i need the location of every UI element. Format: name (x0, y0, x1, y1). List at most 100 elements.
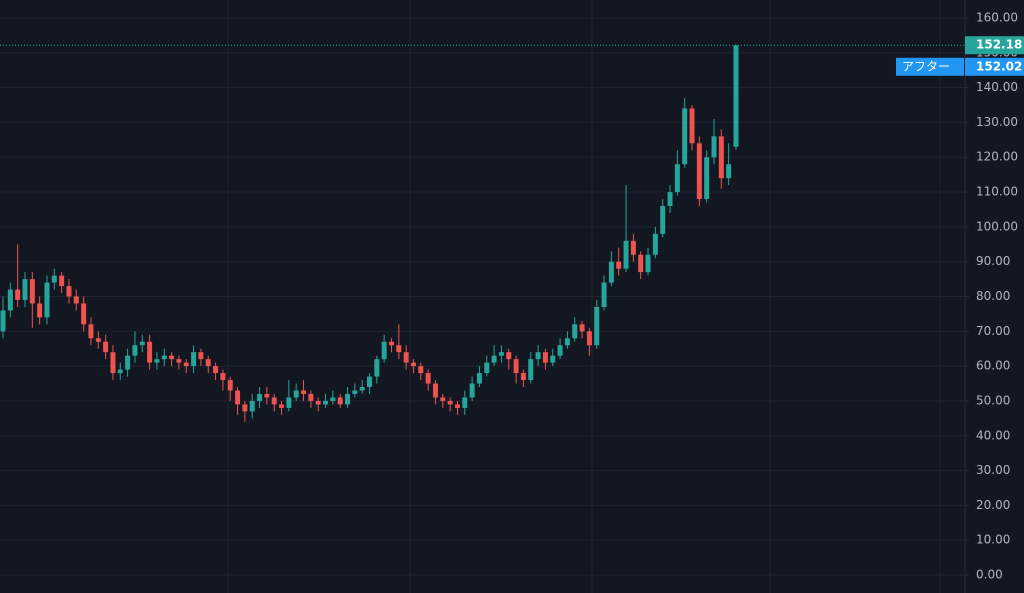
candle-body (476, 373, 482, 384)
candle-body (242, 404, 248, 412)
candle-body (235, 390, 241, 405)
candle-body (498, 352, 504, 356)
candle-body (103, 341, 109, 353)
candle-body (345, 393, 351, 405)
candle-body (139, 341, 145, 346)
y-tick-label: 80.00 (976, 289, 1010, 303)
candle-body (191, 352, 197, 367)
candle-body (81, 303, 87, 325)
candle-body (418, 366, 424, 374)
candle-body (454, 404, 460, 408)
candle-body (381, 341, 387, 360)
candle-body (608, 261, 614, 283)
candle-body (0, 310, 6, 332)
candle-body (630, 240, 636, 255)
y-tick-label: 30.00 (976, 463, 1010, 477)
candle-body (616, 261, 622, 269)
after-price-label: 152.02 (976, 59, 1022, 73)
candle-body (359, 387, 365, 391)
candle-body (469, 383, 475, 398)
last-price-label: 152.18 (976, 38, 1022, 52)
y-tick-label: 160.00 (976, 10, 1018, 24)
y-tick-label: 60.00 (976, 359, 1010, 373)
candle-body (586, 331, 592, 346)
candle-body (176, 359, 182, 363)
candle-body (286, 397, 292, 408)
candle-body (154, 359, 160, 363)
candle-body (37, 303, 43, 318)
candle-body (220, 373, 226, 381)
candle-body (271, 397, 277, 405)
candle-body (29, 279, 35, 304)
y-tick-label: 120.00 (976, 150, 1018, 164)
candle-body (95, 338, 101, 342)
y-tick-label: 100.00 (976, 219, 1018, 233)
candle-body (491, 355, 497, 363)
candle-body (718, 136, 724, 179)
after-tag-label: アフター (902, 59, 950, 73)
candle-body (425, 373, 431, 384)
candle-body (704, 157, 710, 200)
after-price-box (965, 57, 1024, 76)
candle-body (542, 352, 548, 363)
candle-body (594, 306, 600, 346)
y-tick-label: 70.00 (976, 324, 1010, 338)
candle-body (293, 390, 299, 398)
candle-body (249, 400, 255, 412)
last-price-box (965, 36, 1024, 55)
candle-body (22, 279, 28, 300)
candle-body (117, 369, 123, 374)
candle-body (183, 362, 189, 367)
candle-body (638, 254, 644, 273)
candle-body (51, 275, 57, 283)
candle-body (696, 143, 702, 200)
candle-body (520, 373, 526, 381)
y-tick-label: 90.00 (976, 254, 1010, 268)
y-tick-label: 140.00 (976, 80, 1018, 94)
candle-body (535, 352, 541, 360)
candle-body (88, 324, 94, 339)
candle-body (205, 359, 211, 367)
candle-body (660, 205, 666, 234)
y-tick-label: 110.00 (976, 185, 1018, 199)
candle-body (7, 289, 13, 311)
y-tick-label: 10.00 (976, 533, 1010, 547)
candle-body (110, 352, 116, 374)
candle-body (66, 286, 72, 297)
candle-body (462, 397, 468, 408)
y-tick-label: 0.00 (976, 568, 1003, 582)
candle-body (447, 400, 453, 405)
candle-body (337, 397, 343, 405)
candle-body (323, 400, 329, 405)
candle-body (301, 390, 307, 394)
y-tick-label: 20.00 (976, 498, 1010, 512)
candle-body (315, 400, 321, 405)
candle-body (410, 362, 416, 367)
candle-body (227, 380, 233, 391)
candle-body (264, 393, 270, 398)
candle-body (59, 275, 65, 287)
candle-body (572, 324, 578, 339)
candle-body (528, 359, 534, 381)
candle-body (330, 397, 336, 401)
candle-body (161, 355, 167, 360)
candle-body (169, 355, 175, 360)
candle-body (550, 355, 556, 363)
y-tick-label: 130.00 (976, 115, 1018, 129)
y-tick-label: 40.00 (976, 428, 1010, 442)
candle-body (564, 338, 570, 346)
candle-body (367, 376, 372, 388)
after-tag-box (896, 57, 964, 76)
candle-body (601, 282, 607, 307)
y-tick-label: 50.00 (976, 393, 1010, 407)
candle-body (73, 296, 79, 304)
candle-body (432, 383, 438, 398)
candle-body (147, 341, 153, 363)
candle-body (403, 352, 409, 363)
candle-body (733, 45, 739, 147)
candle-body (579, 324, 585, 332)
candle-body (198, 352, 204, 360)
candle-body (689, 108, 695, 144)
candle-body (15, 289, 21, 300)
